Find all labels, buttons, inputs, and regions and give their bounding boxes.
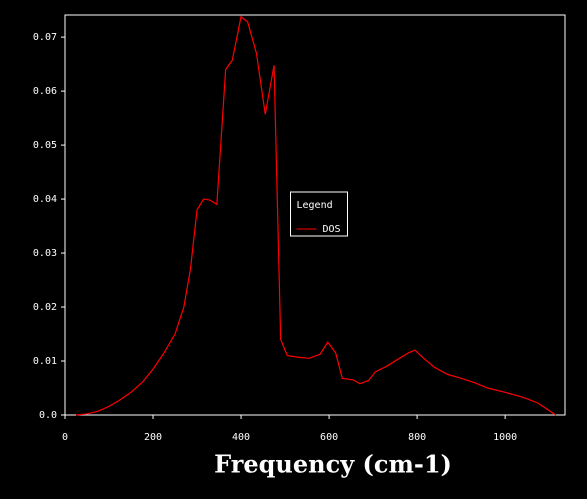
data-line bbox=[75, 15, 557, 416]
y-tick-label: 0.02 bbox=[33, 302, 57, 313]
y-tick-label: 0.06 bbox=[33, 86, 57, 97]
x-axis-label: Frequency (cm-1) bbox=[214, 450, 452, 479]
x-tick-label: 600 bbox=[320, 432, 338, 443]
legend-label: DOS bbox=[323, 224, 341, 235]
y-tick-label: 0.03 bbox=[33, 248, 57, 259]
y-tick-label: 0.0 bbox=[39, 410, 57, 421]
x-tick-label: 0 bbox=[62, 432, 68, 443]
y-tick-label: 0.05 bbox=[33, 140, 57, 151]
x-tick-label: 800 bbox=[408, 432, 426, 443]
y-tick-label: 0.01 bbox=[33, 356, 57, 367]
plot-frame bbox=[64, 14, 566, 416]
x-tick-label: 200 bbox=[144, 432, 162, 443]
x-tick-label: 1000 bbox=[493, 432, 517, 443]
y-tick-label: 0.07 bbox=[33, 32, 57, 43]
legend-title: Legend bbox=[297, 200, 333, 211]
legend-box bbox=[290, 191, 348, 237]
y-tick-label: 0.04 bbox=[33, 194, 57, 205]
x-tick-label: 400 bbox=[232, 432, 250, 443]
